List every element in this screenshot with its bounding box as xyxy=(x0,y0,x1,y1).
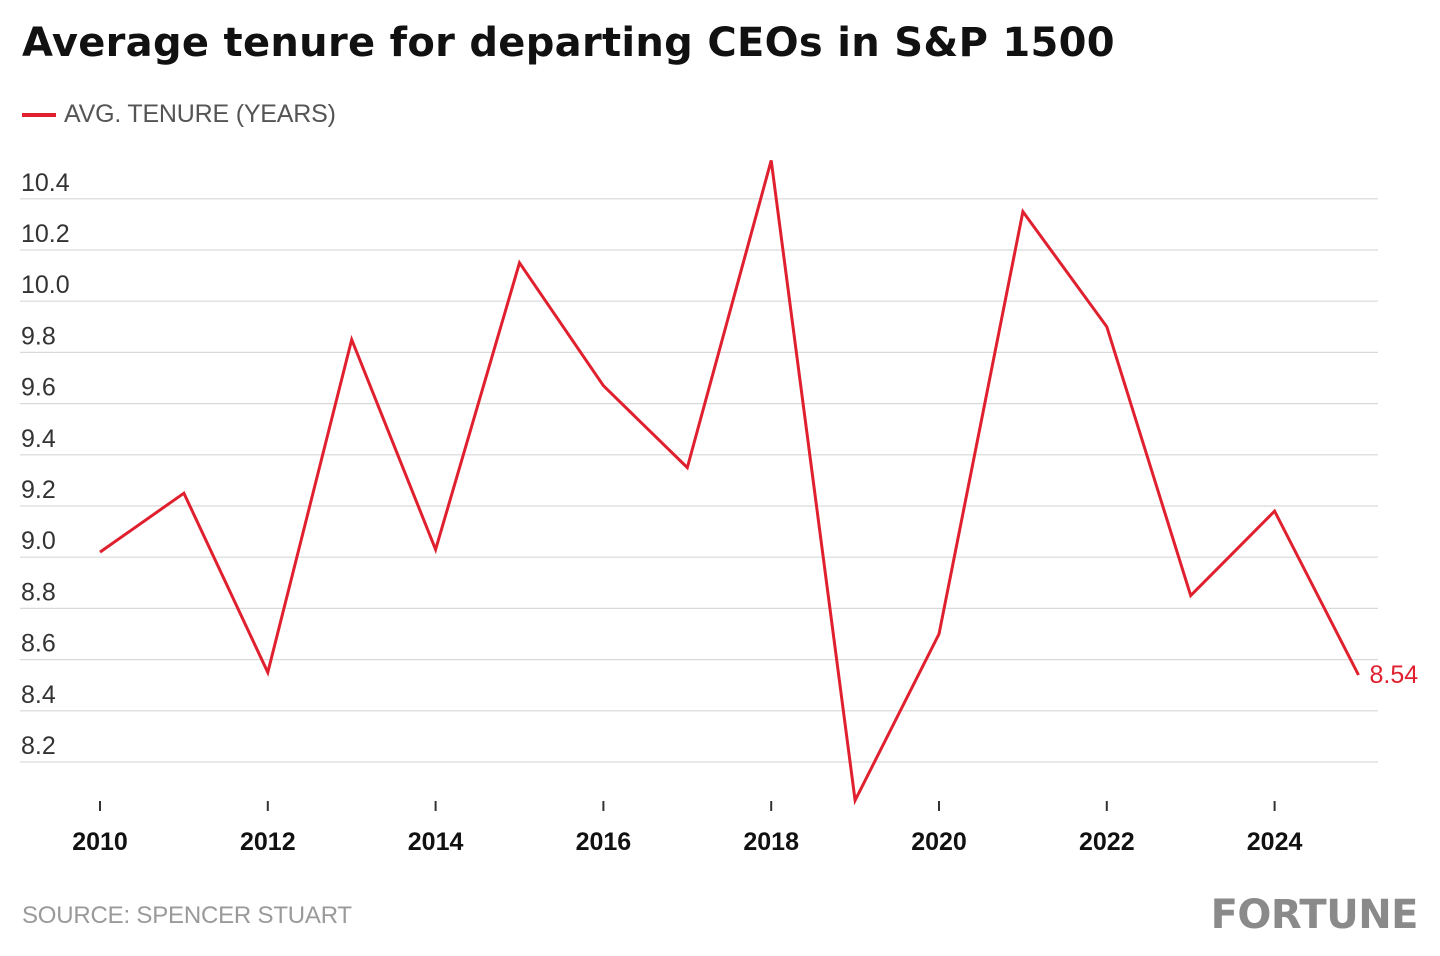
x-tick-label: 2020 xyxy=(911,828,967,856)
x-tick-label: 2012 xyxy=(240,828,296,856)
x-tick-label: 2018 xyxy=(743,828,799,856)
y-tick-label: 8.8 xyxy=(21,578,56,606)
data-point xyxy=(1357,673,1361,677)
x-tick-label: 2022 xyxy=(1079,828,1135,856)
y-tick-label: 9.8 xyxy=(21,322,56,350)
data-point xyxy=(182,491,186,495)
data-point xyxy=(601,384,605,388)
x-tick-label: 2016 xyxy=(576,828,632,856)
end-value-label: 8.54 xyxy=(1370,661,1419,689)
brand-logo: FORTUNE xyxy=(1210,892,1419,938)
x-tick-label: 2024 xyxy=(1247,828,1303,856)
data-point xyxy=(685,466,689,470)
legend-label: AVG. TENURE (YEARS) xyxy=(64,100,336,128)
data-point xyxy=(769,158,773,162)
y-tick-label: 9.6 xyxy=(21,374,56,402)
series: 8.54 xyxy=(98,158,1419,806)
y-tick-label: 8.6 xyxy=(21,630,56,658)
data-point xyxy=(1273,509,1277,513)
x-tick-label: 2010 xyxy=(72,828,128,856)
y-tick-label: 9.2 xyxy=(21,476,56,504)
data-point xyxy=(518,261,522,265)
y-tick-label: 8.2 xyxy=(21,732,56,760)
chart-title: Average tenure for departing CEOs in S&P… xyxy=(22,20,1115,66)
legend: AVG. TENURE (YEARS) xyxy=(22,100,336,129)
data-point xyxy=(1105,325,1109,329)
series-line xyxy=(99,160,1360,806)
gridlines xyxy=(20,198,1378,763)
data-point xyxy=(1189,594,1193,598)
data-point xyxy=(98,550,102,554)
data-point xyxy=(266,670,270,674)
y-tick-label: 8.4 xyxy=(21,681,56,709)
data-point xyxy=(350,338,354,342)
y-tick-label: 10.0 xyxy=(21,271,70,299)
y-tick-label: 10.2 xyxy=(21,220,70,248)
x-tick-label: 2014 xyxy=(408,828,464,856)
data-point xyxy=(937,632,941,636)
y-tick-label: 10.4 xyxy=(21,169,70,197)
y-tick-label: 9.0 xyxy=(21,527,56,555)
source-note: SOURCE: SPENCER STUART xyxy=(22,902,352,929)
y-axis-ticks: 8.2 8.4 8.6 8.8 9.0 9.2 9.4 9.6 9.8 10.0 10.2 10.4 xyxy=(21,169,70,760)
x-axis-ticks: 2010 2012 2014 2016 2018 2020 2022 2024 xyxy=(72,801,1302,856)
legend-swatch xyxy=(22,112,56,117)
data-point xyxy=(434,548,438,552)
data-point xyxy=(1021,210,1025,214)
data-point xyxy=(853,798,857,802)
y-tick-label: 9.4 xyxy=(21,425,56,453)
